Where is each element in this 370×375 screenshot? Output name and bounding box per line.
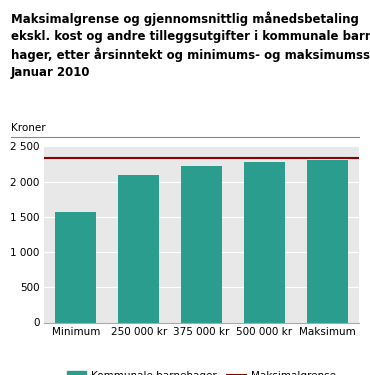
Bar (307, 160, 348, 322)
Legend: Kommunale barnehager, Maksimalgrense: Kommunale barnehager, Maksimalgrense (63, 366, 340, 375)
Text: Maksimalgrense og gjennomsnittlig månedsbetaling
ekskl. kost og andre tilleggsut: Maksimalgrense og gjennomsnittlig måneds… (11, 11, 370, 79)
Bar (56, 212, 96, 322)
Bar (181, 166, 222, 322)
Text: Kroner: Kroner (11, 123, 46, 133)
Bar (118, 175, 159, 322)
Bar (244, 162, 285, 322)
